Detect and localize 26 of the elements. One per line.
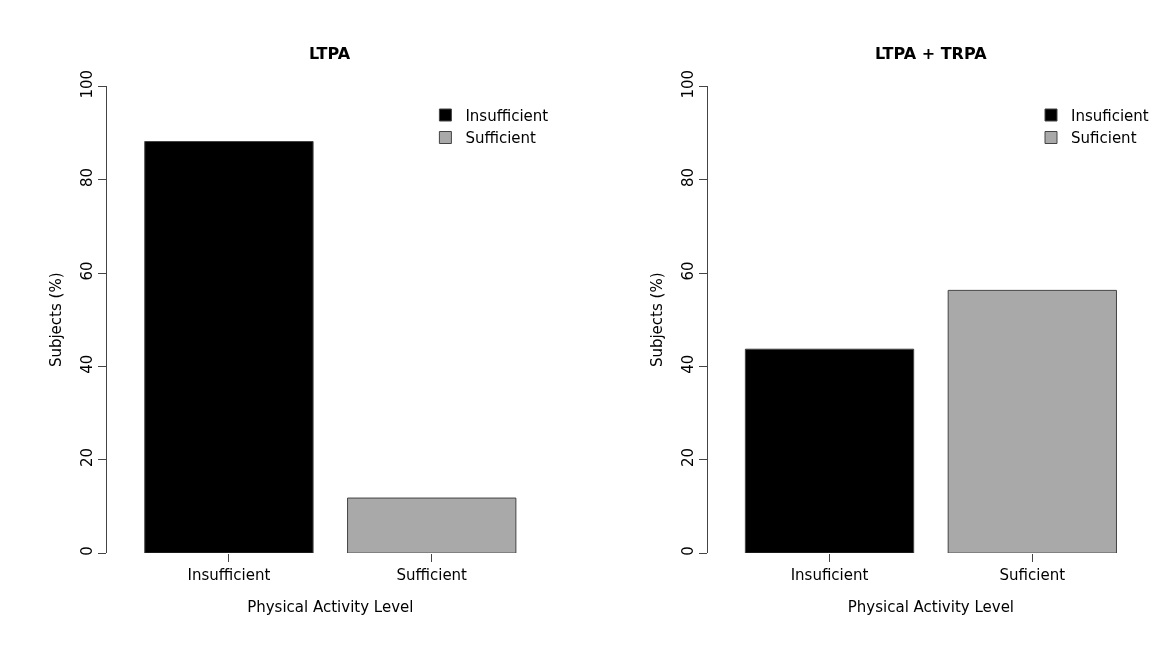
y-tick-label: 80 <box>678 168 697 188</box>
y-tick-label: 20 <box>678 447 697 468</box>
y-tick-label: 100 <box>678 69 697 99</box>
y-tick-label: 0 <box>678 546 697 556</box>
chart-title: LTPA + TRPA <box>875 44 988 63</box>
chart-title: LTPA <box>309 44 351 63</box>
y-tick-label: 0 <box>78 546 97 556</box>
y-tick-label: 60 <box>678 261 697 281</box>
x-tick-label: Insuficient <box>790 566 869 585</box>
y-tick-label: 60 <box>78 261 97 281</box>
y-tick-label: 100 <box>78 69 97 99</box>
y-tick-label: 40 <box>678 354 697 374</box>
legend-label: Sufficient <box>465 129 537 148</box>
legend-label: Insufficient <box>465 106 549 125</box>
x-tick-label: Sufficient <box>396 566 468 585</box>
y-axis-title: Subjects (%) <box>47 272 66 368</box>
x-axis-title: Physical Activity Level <box>847 598 1015 617</box>
legend-label: Suficient <box>1071 129 1137 148</box>
x-tick-label: Insufficient <box>187 566 271 585</box>
y-tick-label: 20 <box>78 447 97 468</box>
x-axis-title: Physical Activity Level <box>247 598 414 617</box>
y-tick-label: 80 <box>78 168 97 188</box>
x-tick-label: Suficient <box>999 566 1066 585</box>
legend-label: Insuficient <box>1071 106 1149 125</box>
y-tick-label: 40 <box>78 354 97 374</box>
y-axis-title: Subjects (%) <box>648 272 667 368</box>
